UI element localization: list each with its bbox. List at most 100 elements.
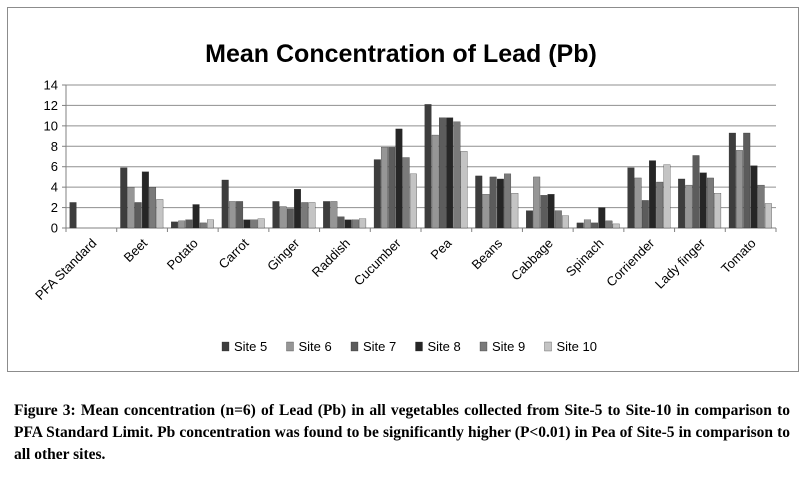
category-label: Tomato xyxy=(718,236,759,277)
bar-site-7 xyxy=(185,219,193,229)
bar-site-6 xyxy=(228,201,236,229)
bar-site-9 xyxy=(656,181,664,229)
legend-label: Site 8 xyxy=(428,339,461,354)
lead-concentration-chart: Mean Concentration of Lead (Pb) 0 2 4 6 8 10 1… xyxy=(32,40,777,354)
legend-swatch xyxy=(479,341,488,352)
bar-site-6 xyxy=(178,220,186,229)
bar-site-5 xyxy=(627,167,635,229)
bar-site-10 xyxy=(663,164,671,229)
bar-site-9 xyxy=(199,222,207,229)
bar-site-9 xyxy=(605,220,613,229)
bar-site-6 xyxy=(381,147,388,229)
y-tick-label: 12 xyxy=(44,98,58,113)
bar-site-10 xyxy=(562,215,569,229)
bar-site-10 xyxy=(764,203,772,229)
bar-site-8 xyxy=(750,165,758,229)
category-label: Cucumber xyxy=(351,235,404,288)
bar-site-8 xyxy=(294,189,301,229)
bar-site-10 xyxy=(156,199,164,229)
bar-site-7 xyxy=(489,176,497,229)
y-tick-label: 0 xyxy=(51,221,58,236)
bar-site-8 xyxy=(496,178,504,229)
legend-swatch xyxy=(415,341,423,352)
bar-site-10 xyxy=(359,218,367,229)
category-label: Pea xyxy=(428,235,456,263)
bar-site-6 xyxy=(330,201,338,229)
bar-site-9 xyxy=(706,177,714,229)
bar-site-8 xyxy=(243,219,251,229)
y-tick-label: 6 xyxy=(51,159,58,174)
bar-site-5 xyxy=(69,202,77,229)
bar-site-5 xyxy=(323,201,331,229)
legend-swatch xyxy=(350,341,359,352)
bar-site-7 xyxy=(134,202,142,229)
bar-site-6 xyxy=(533,176,541,229)
bar-site-9 xyxy=(402,157,410,229)
bar-site-10 xyxy=(207,219,214,229)
bar-site-7 xyxy=(591,222,599,229)
bar-site-5 xyxy=(576,222,584,229)
chart-frame: Mean Concentration of Lead (Pb) 0 2 4 6 8 10 1… xyxy=(7,7,799,372)
bar-site-9 xyxy=(351,219,359,229)
bar-site-10 xyxy=(511,193,519,229)
bar-site-6 xyxy=(127,186,135,229)
category-label: Raddish xyxy=(309,236,353,280)
category-label: Carrot xyxy=(215,235,251,271)
legend-label: Site 7 xyxy=(363,339,396,354)
bar-site-7 xyxy=(641,200,649,229)
legend-label: Site 5 xyxy=(234,339,267,354)
legend-label: Site 9 xyxy=(492,339,525,354)
bar-site-10 xyxy=(409,173,417,229)
bar-site-6 xyxy=(482,194,490,229)
bar-site-5 xyxy=(373,159,381,229)
bar-site-5 xyxy=(424,104,432,229)
bar-site-8 xyxy=(699,172,707,229)
legend-label: Site 6 xyxy=(299,339,332,354)
bar-site-6 xyxy=(583,219,591,229)
figure-caption: Figure 3: Mean concentration (n=6) of Le… xyxy=(14,402,790,463)
category-label: Potato xyxy=(164,236,201,273)
category-label: Ginger xyxy=(264,235,303,274)
bar-site-6 xyxy=(685,184,693,229)
category-label: Corriender xyxy=(603,235,658,290)
bar-site-6 xyxy=(279,206,287,229)
category-label: PFA Standard xyxy=(32,236,99,303)
category-label: Cabbage xyxy=(508,236,556,284)
legend-label: Site 10 xyxy=(557,339,597,354)
bar-site-5 xyxy=(272,201,280,229)
legend-swatch xyxy=(544,341,552,352)
bar-site-9 xyxy=(554,210,562,229)
bar-site-7 xyxy=(743,132,751,229)
bar-site-8 xyxy=(446,117,454,229)
bar-site-8 xyxy=(395,128,403,229)
category-label: Spinach xyxy=(563,236,607,280)
bar-site-7 xyxy=(692,155,700,229)
legend-swatch xyxy=(286,341,294,352)
bar-site-9 xyxy=(757,184,765,229)
y-tick-label: 14 xyxy=(44,78,58,93)
bar-site-5 xyxy=(526,210,533,229)
bar-site-7 xyxy=(286,208,294,229)
bar-site-5 xyxy=(171,221,178,229)
bar-site-5 xyxy=(475,175,483,229)
bar-site-10 xyxy=(612,223,620,229)
bar-site-8 xyxy=(649,160,656,229)
bar-site-5 xyxy=(221,179,229,229)
category-label: Beet xyxy=(121,235,151,265)
bar-site-9 xyxy=(301,202,309,229)
category-label: Beans xyxy=(469,235,506,272)
y-tick-label: 4 xyxy=(51,180,58,195)
bar-site-6 xyxy=(634,177,642,229)
bar-site-7 xyxy=(337,216,345,229)
bar-site-10 xyxy=(714,193,722,229)
bar-site-5 xyxy=(678,178,686,229)
bar-site-10 xyxy=(308,202,316,229)
category-label: Lady finger xyxy=(652,235,709,292)
chart-title: Mean Concentration of Lead (Pb) xyxy=(205,40,597,68)
bar-site-8 xyxy=(344,219,352,229)
bar-site-7 xyxy=(540,195,548,229)
bar-site-8 xyxy=(192,204,200,229)
bar-site-8 xyxy=(598,207,606,229)
bar-site-8 xyxy=(141,171,149,229)
bar-site-7 xyxy=(388,147,396,229)
